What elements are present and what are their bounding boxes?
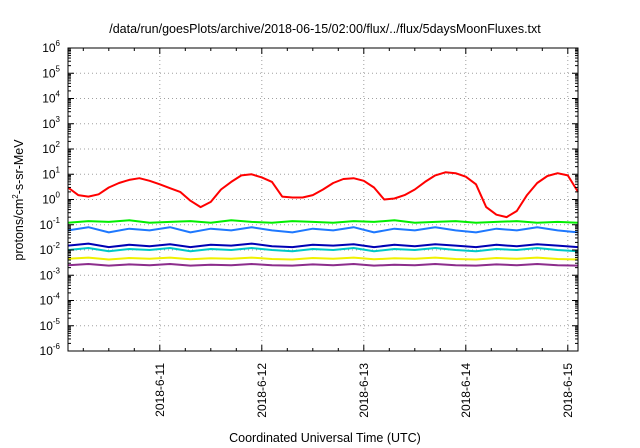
y-tick-exponent: -6 <box>53 342 61 351</box>
y-axis-label-pre: protons/cm <box>12 199 26 261</box>
series-line <box>67 226 579 234</box>
x-tick-label: 2018-6-14 <box>459 363 473 418</box>
y-tick-exponent: 4 <box>56 90 61 99</box>
y-tick-base: 10 <box>40 319 54 333</box>
y-tick-exponent: -1 <box>53 216 61 225</box>
chart-title: /data/run/goesPlots/archive/2018-06-15/0… <box>109 22 541 36</box>
y-axis-label-sup: 2 <box>11 194 20 199</box>
y-tick-exponent: 0 <box>56 191 61 200</box>
y-tick-label: 103 <box>42 115 60 131</box>
series-line <box>67 171 579 219</box>
y-tick-label: 10-2 <box>40 241 61 257</box>
x-tick-label: 2018-6-11 <box>153 363 167 417</box>
y-tick-label: 10-1 <box>40 216 61 232</box>
y-tick-exponent: -4 <box>53 292 61 301</box>
x-tick-label: 2018-6-12 <box>255 363 269 418</box>
y-tick-exponent: 5 <box>56 64 61 73</box>
x-tick-labels: 2018-6-11 2018-6-12 2018-6-13 2018-6-14 2018… <box>153 363 575 418</box>
y-tick-label: 10-5 <box>40 317 61 333</box>
y-tick-base: 10 <box>42 41 56 55</box>
y-tick-label: 106 <box>42 39 60 55</box>
y-tick-exponent: 3 <box>56 115 61 124</box>
series-line <box>67 247 579 253</box>
y-tick-base: 10 <box>42 193 56 207</box>
axis-ticks <box>68 47 578 352</box>
y-tick-label: 104 <box>42 90 60 106</box>
y-tick-base: 10 <box>42 167 56 181</box>
y-tick-exponent: -2 <box>53 241 61 250</box>
x-axis-label: Coordinated Universal Time (UTC) <box>229 431 421 445</box>
y-tick-base: 10 <box>40 243 54 257</box>
y-tick-label: 100 <box>42 191 60 207</box>
y-tick-labels: 10-610-510-410-310-210-11001011021031041… <box>40 39 61 358</box>
y-tick-label: 102 <box>42 140 60 156</box>
y-tick-exponent: 2 <box>56 140 61 149</box>
y-tick-label: 105 <box>42 64 60 80</box>
y-tick-base: 10 <box>40 218 54 232</box>
y-tick-base: 10 <box>40 268 54 282</box>
y-tick-label: 101 <box>42 165 60 181</box>
series-group <box>67 171 579 267</box>
series-line <box>67 242 579 249</box>
y-tick-exponent: 6 <box>56 39 61 48</box>
y-tick-base: 10 <box>42 92 56 106</box>
grid-lines <box>68 48 578 351</box>
y-tick-label: 10-4 <box>40 292 61 308</box>
y-tick-exponent: 1 <box>56 165 61 174</box>
y-tick-base: 10 <box>40 344 54 358</box>
y-tick-exponent: -3 <box>53 266 61 275</box>
y-axis-label-post: -s-sr-MeV <box>12 139 26 195</box>
y-tick-exponent: -5 <box>53 317 61 326</box>
series-line <box>67 219 579 224</box>
y-tick-base: 10 <box>42 66 56 80</box>
y-tick-base: 10 <box>42 117 56 131</box>
x-tick-label: 2018-6-13 <box>357 363 371 418</box>
y-tick-label: 10-3 <box>40 266 61 282</box>
x-tick-label: 2018-6-15 <box>561 363 575 418</box>
y-tick-label: 10-6 <box>40 342 61 358</box>
y-tick-base: 10 <box>42 142 56 156</box>
series-line <box>67 263 579 267</box>
y-tick-base: 10 <box>40 294 54 308</box>
y-axis-label: protons/cm2-s-sr-MeV <box>11 139 26 261</box>
series-line <box>67 256 579 261</box>
